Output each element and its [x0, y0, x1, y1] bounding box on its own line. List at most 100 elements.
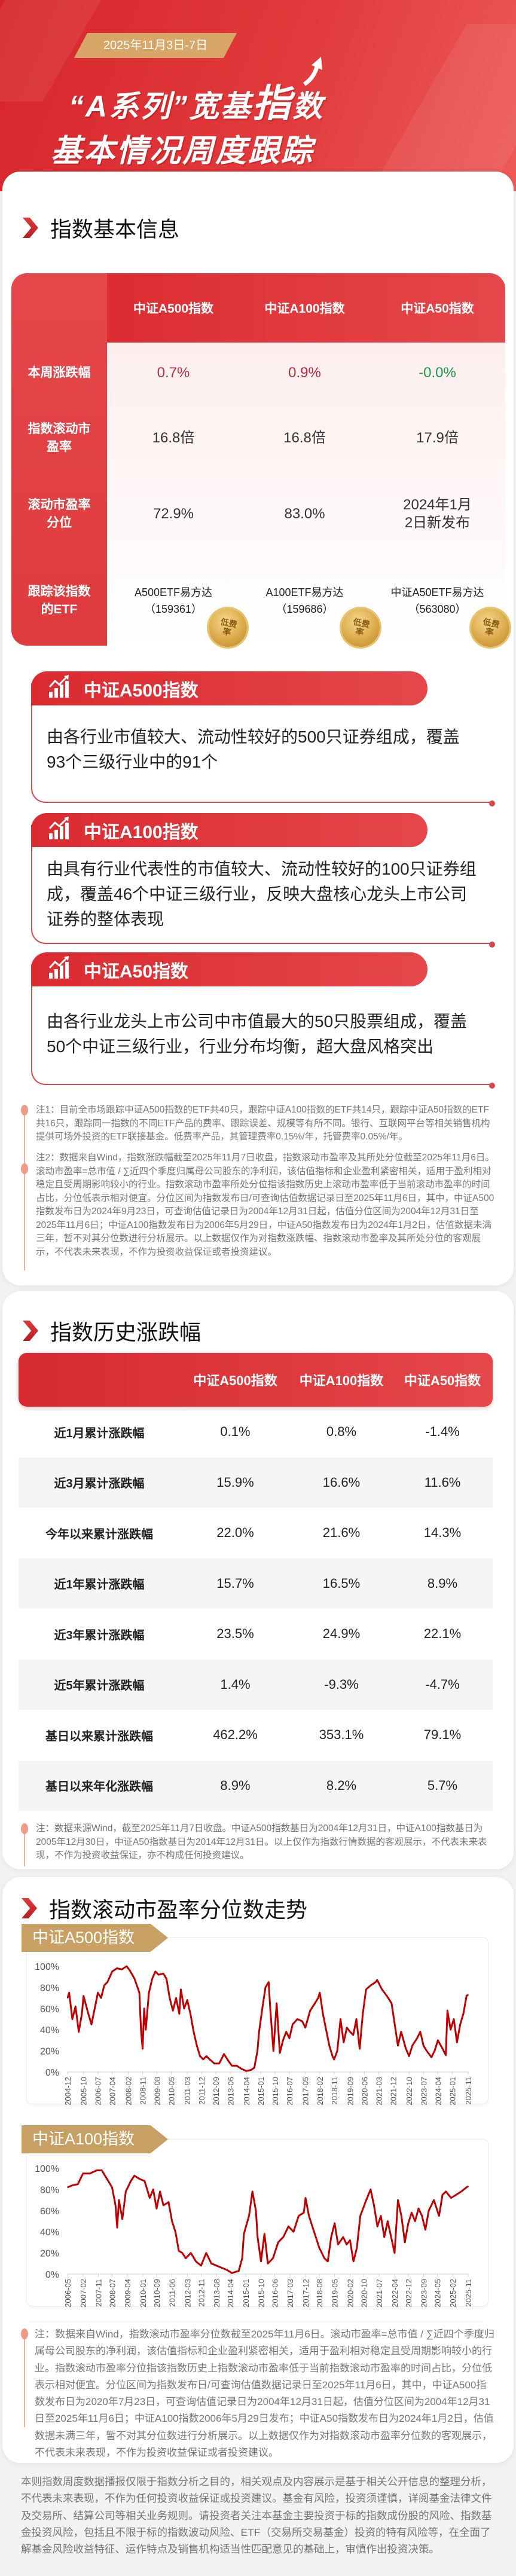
data-point	[418, 2208, 419, 2210]
data-point	[456, 2042, 458, 2043]
data-point	[377, 2226, 378, 2227]
data-point	[447, 2010, 448, 2012]
data-point	[397, 2199, 399, 2201]
x-tick-label: 2010-05	[167, 2077, 176, 2105]
x-tick-label: 2013-06	[226, 2077, 235, 2105]
description-title: 中证A100指数	[84, 822, 199, 842]
table-row: 基日以来年化涨跌幅 8.9% 8.2% 5.7%	[19, 1760, 493, 1811]
data-point	[91, 2024, 92, 2025]
etf-name[interactable]: A100ETF易方达	[265, 586, 344, 598]
data-point	[175, 1997, 177, 1999]
column-header: 中证A50指数	[401, 302, 474, 316]
data-point	[261, 2008, 263, 2009]
data-point	[445, 2191, 447, 2192]
data-point	[184, 2008, 185, 2009]
x-tick-label: 2018-08	[315, 2279, 324, 2307]
data-point	[381, 1989, 383, 1990]
data-point	[459, 2024, 461, 2025]
x-tick-label: 2011-06	[168, 2279, 177, 2307]
data-point	[111, 1971, 113, 1972]
table-cell: 79.1%	[423, 1727, 462, 1742]
x-tick-label: 2022-04	[390, 2279, 399, 2307]
data-point	[175, 2231, 176, 2232]
etf-cell[interactable]: A500ETF易方达 （159361）	[107, 556, 240, 646]
data-point	[196, 2045, 198, 2046]
data-point	[359, 2215, 361, 2217]
data-point	[179, 2013, 180, 2015]
data-point	[116, 1967, 118, 1969]
description-title: 中证A50指数	[84, 961, 189, 982]
data-point	[78, 2031, 80, 2033]
data-point	[445, 2054, 447, 2056]
data-point	[139, 2178, 141, 2180]
table-cell: 462.2%	[213, 1727, 258, 1742]
data-point	[221, 2267, 222, 2269]
data-point	[129, 1970, 130, 1971]
data-point	[356, 2247, 358, 2248]
etf-cell[interactable]: A100ETF易方达 （159686）	[240, 556, 370, 646]
data-point	[130, 2180, 132, 2181]
x-tick-label: 2005-10	[80, 2077, 88, 2105]
timeline-dot	[21, 1163, 28, 1174]
description-card-border	[31, 825, 493, 944]
table-cell: 16.6%	[322, 1474, 361, 1490]
line-end-dot	[489, 800, 495, 806]
row-label: 跟踪该指数的ETF	[28, 585, 91, 616]
table-cell: 24.9%	[322, 1626, 361, 1641]
data-point	[466, 1995, 468, 1997]
data-point	[155, 1971, 156, 1972]
x-tick-label: 2015-01	[257, 2077, 265, 2105]
data-point	[142, 2048, 143, 2049]
data-point	[182, 2252, 183, 2254]
data-point	[416, 2037, 418, 2039]
data-point	[143, 2008, 145, 2009]
data-point	[337, 2244, 339, 2245]
data-point	[325, 2029, 327, 2030]
timeline-line	[24, 1825, 25, 1866]
data-point	[190, 2252, 192, 2254]
etf-code: （159361）	[144, 603, 203, 615]
data-point	[337, 2050, 338, 2052]
data-point	[414, 2220, 416, 2222]
data-point	[323, 2257, 325, 2259]
data-point	[340, 2018, 341, 2020]
etf-code: （159686）	[276, 603, 334, 615]
badge-text: 低费率	[352, 616, 371, 638]
x-tick-label: 2010-01	[139, 2279, 148, 2307]
etf-name[interactable]: 中证A50ETF易方达	[390, 586, 484, 598]
x-tick-label: 2009-08	[152, 2077, 161, 2105]
x-tick-label: 2015-10	[257, 2279, 266, 2307]
timeline-line	[24, 1106, 25, 1270]
etf-cell[interactable]: 中证A50ETF易方达 （563080）	[370, 556, 505, 646]
data-point	[134, 1978, 135, 1979]
data-point	[456, 2194, 457, 2196]
data-point	[251, 2069, 252, 2071]
description-text: 由各行业市值较大、流动性较好的500只证券组成，覆盖93个三级行业中的91个	[47, 728, 460, 771]
x-tick-label: 2020-06	[360, 2077, 369, 2105]
y-tick-label: 100%	[35, 1962, 59, 1972]
date-badge: 2025年11月3日-7日	[74, 33, 237, 58]
table-cell: 8.9%	[427, 1575, 458, 1591]
x-tick-label: 2021-07	[375, 2279, 384, 2307]
title-line-1: “A系列”宽基指数	[69, 73, 324, 128]
x-tick-label: 2018-11	[330, 2077, 339, 2105]
data-point	[152, 2189, 154, 2190]
title-part: “A系列”宽基	[69, 90, 253, 123]
etf-name[interactable]: A500ETF易方达	[134, 586, 213, 598]
data-point	[437, 2040, 439, 2041]
x-tick-label: 2016-06	[270, 2279, 279, 2307]
data-point	[297, 2018, 298, 2020]
data-point	[370, 1985, 371, 1986]
data-point	[243, 2233, 245, 2235]
data-point	[283, 2236, 284, 2238]
x-tick-label: 2016-07	[285, 2077, 294, 2105]
title-part: 数	[292, 90, 325, 123]
data-point	[334, 2223, 335, 2224]
chevron-right-icon	[23, 1321, 38, 1341]
data-point	[313, 2231, 315, 2232]
description-text: 由具有行业代表性的市值较大、流动性较好的100只证券组成，覆盖46个中证三级行业…	[47, 860, 477, 928]
data-point	[158, 1974, 159, 1975]
data-point	[81, 2013, 83, 2015]
table-row: 基日以来累计涨跌幅 462.2% 353.1% 79.1%	[19, 1710, 493, 1760]
data-point	[463, 2013, 464, 2015]
